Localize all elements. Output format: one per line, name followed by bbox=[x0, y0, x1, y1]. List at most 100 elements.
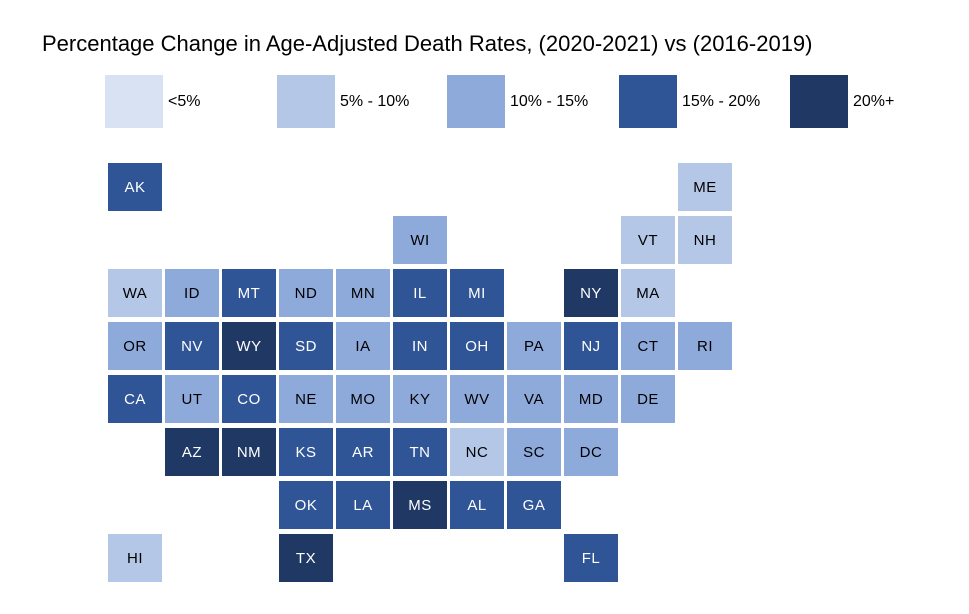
state-tile-mi: MI bbox=[450, 269, 504, 317]
state-tile-label: UT bbox=[181, 390, 203, 408]
state-tile-ne: NE bbox=[279, 375, 333, 423]
state-tile-label: NV bbox=[181, 337, 203, 355]
state-tile-ms: MS bbox=[393, 481, 447, 529]
legend-label: 20%+ bbox=[853, 92, 895, 110]
state-tile-label: MT bbox=[237, 284, 261, 302]
state-tile-label: WV bbox=[464, 390, 490, 408]
legend-swatch bbox=[447, 75, 505, 128]
state-tile-label: CT bbox=[637, 337, 659, 355]
state-tile-label: IA bbox=[355, 337, 371, 355]
legend-item: <5% bbox=[105, 75, 200, 128]
state-tile-la: LA bbox=[336, 481, 390, 529]
chart-title: Percentage Change in Age-Adjusted Death … bbox=[42, 31, 813, 56]
state-tile-label: OR bbox=[123, 337, 147, 355]
state-tile-fl: FL bbox=[564, 534, 618, 582]
state-tile-label: AZ bbox=[181, 443, 203, 461]
state-tile-pa: PA bbox=[507, 322, 561, 370]
state-tile-label: MO bbox=[350, 390, 376, 408]
state-tile-ks: KS bbox=[279, 428, 333, 476]
state-tile-label: ND bbox=[294, 284, 318, 302]
state-tile-label: ID bbox=[184, 284, 200, 302]
state-tile-label: TX bbox=[295, 549, 317, 567]
state-tile-label: MS bbox=[408, 496, 432, 514]
legend-swatch bbox=[277, 75, 335, 128]
state-tile-label: WI bbox=[410, 231, 430, 249]
state-tile-label: MD bbox=[578, 390, 604, 408]
state-tile-label: SD bbox=[295, 337, 317, 355]
state-tile-label: NM bbox=[236, 443, 262, 461]
state-tile-label: IN bbox=[412, 337, 428, 355]
state-tile-id: ID bbox=[165, 269, 219, 317]
state-tile-label: ME bbox=[693, 178, 717, 196]
state-tile-ok: OK bbox=[279, 481, 333, 529]
state-tile-ut: UT bbox=[165, 375, 219, 423]
state-tile-label: TN bbox=[409, 443, 431, 461]
state-tile-ri: RI bbox=[678, 322, 732, 370]
state-tile-ga: GA bbox=[507, 481, 561, 529]
legend-item: 15% - 20% bbox=[619, 75, 760, 128]
state-tile-co: CO bbox=[222, 375, 276, 423]
state-tile-oh: OH bbox=[450, 322, 504, 370]
state-tile-nj: NJ bbox=[564, 322, 618, 370]
legend-label: 5% - 10% bbox=[340, 92, 410, 110]
state-tile-ak: AK bbox=[108, 163, 162, 211]
legend-item: 5% - 10% bbox=[277, 75, 409, 128]
state-tile-hi: HI bbox=[108, 534, 162, 582]
state-tile-label: SC bbox=[523, 443, 545, 461]
legend-swatch bbox=[105, 75, 163, 128]
state-tile-in: IN bbox=[393, 322, 447, 370]
state-tile-label: RI bbox=[697, 337, 713, 355]
legend: <5% 5% - 10% 10% - 15% 15% - 20% 20%+ bbox=[0, 0, 969, 140]
state-tile-nv: NV bbox=[165, 322, 219, 370]
state-tile-or: OR bbox=[108, 322, 162, 370]
state-tile-label: DE bbox=[637, 390, 659, 408]
legend-label: <5% bbox=[168, 92, 201, 110]
state-tile-mt: MT bbox=[222, 269, 276, 317]
state-tile-label: NE bbox=[295, 390, 317, 408]
state-tile-label: KY bbox=[409, 390, 431, 408]
state-tile-nc: NC bbox=[450, 428, 504, 476]
state-tile-ma: MA bbox=[621, 269, 675, 317]
state-tile-label: NY bbox=[580, 284, 602, 302]
state-tile-label: AR bbox=[352, 443, 374, 461]
state-tile-label: MN bbox=[350, 284, 376, 302]
state-tile-dc: DC bbox=[564, 428, 618, 476]
state-tile-label: HI bbox=[127, 549, 143, 567]
state-tile-ia: IA bbox=[336, 322, 390, 370]
state-tile-label: DC bbox=[579, 443, 603, 461]
state-tile-label: GA bbox=[522, 496, 546, 514]
state-tile-al: AL bbox=[450, 481, 504, 529]
state-tile-sc: SC bbox=[507, 428, 561, 476]
state-tile-nm: NM bbox=[222, 428, 276, 476]
state-tile-label: LA bbox=[353, 496, 373, 514]
state-tile-me: ME bbox=[678, 163, 732, 211]
state-tile-label: CO bbox=[237, 390, 261, 408]
state-tile-label: NJ bbox=[581, 337, 601, 355]
state-tile-de: DE bbox=[621, 375, 675, 423]
legend-swatch bbox=[619, 75, 677, 128]
state-tile-label: AK bbox=[124, 178, 146, 196]
state-tile-label: AL bbox=[467, 496, 487, 514]
state-tile-tx: TX bbox=[279, 534, 333, 582]
state-tile-wi: WI bbox=[393, 216, 447, 264]
state-tile-il: IL bbox=[393, 269, 447, 317]
state-tile-wy: WY bbox=[222, 322, 276, 370]
state-tile-nh: NH bbox=[678, 216, 732, 264]
legend-label: 15% - 20% bbox=[682, 92, 761, 110]
state-tile-label: PA bbox=[524, 337, 544, 355]
state-tile-wv: WV bbox=[450, 375, 504, 423]
legend-swatch bbox=[790, 75, 848, 128]
state-tile-label: KS bbox=[295, 443, 317, 461]
state-tile-label: VT bbox=[637, 231, 659, 249]
state-tile-label: IL bbox=[413, 284, 427, 302]
legend-item: 10% - 15% bbox=[447, 75, 588, 128]
state-tile-mo: MO bbox=[336, 375, 390, 423]
state-tile-sd: SD bbox=[279, 322, 333, 370]
state-tile-ar: AR bbox=[336, 428, 390, 476]
state-tile-tn: TN bbox=[393, 428, 447, 476]
state-tile-label: MI bbox=[468, 284, 486, 302]
state-tile-ct: CT bbox=[621, 322, 675, 370]
state-tile-label: NH bbox=[693, 231, 717, 249]
